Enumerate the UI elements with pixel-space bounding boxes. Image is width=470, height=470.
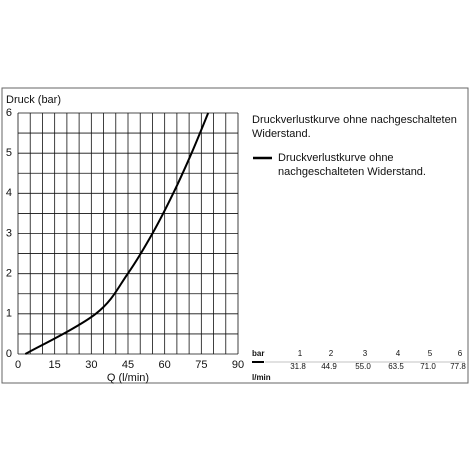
table-pressure: 6 [458, 349, 463, 358]
table-flow: 63.5 [388, 362, 404, 371]
chart-title: Druckverlustkurve ohne nachgeschalteten … [252, 114, 457, 140]
table-pressure: 3 [363, 349, 368, 358]
y-tick-label: 2 [6, 268, 12, 280]
y-tick-label: 1 [6, 308, 12, 320]
curve [24, 112, 210, 355]
table-flow: 31.8 [290, 362, 306, 371]
x-tick-label: 30 [85, 359, 97, 371]
x-tick-label: 15 [49, 359, 61, 371]
table-flow: 71.0 [420, 362, 436, 371]
frame [1, 87, 469, 384]
table-pressure: 4 [396, 349, 401, 358]
table-pressure: 2 [329, 349, 334, 358]
table-flow: 55.0 [355, 362, 371, 371]
x-tick-label: 75 [195, 359, 207, 371]
y-tick-label: 4 [6, 187, 12, 199]
table-pressure: 5 [428, 349, 433, 358]
x-axis-label: Q (l/min) [107, 372, 149, 384]
x-tick-label: 90 [232, 359, 244, 371]
table-flow: 44.9 [321, 362, 337, 371]
legend-label: Druckverlustkurve ohne nachgeschalteten … [278, 152, 426, 178]
y-tick-label: 6 [6, 107, 12, 119]
table-flow-label: l/min [252, 373, 271, 382]
x-tick-label: 60 [159, 359, 171, 371]
y-axis-label: Druck (bar) [6, 94, 61, 106]
y-tick-label: 0 [6, 348, 12, 360]
x-tick-label: 45 [122, 359, 134, 371]
table-pressure: 1 [298, 349, 303, 358]
y-tick-label: 3 [6, 227, 12, 239]
table-pressure-label: bar [252, 349, 264, 358]
table-flow: 77.8 [450, 362, 466, 371]
x-tick-label: 0 [15, 359, 21, 371]
y-tick-label: 5 [6, 147, 12, 159]
